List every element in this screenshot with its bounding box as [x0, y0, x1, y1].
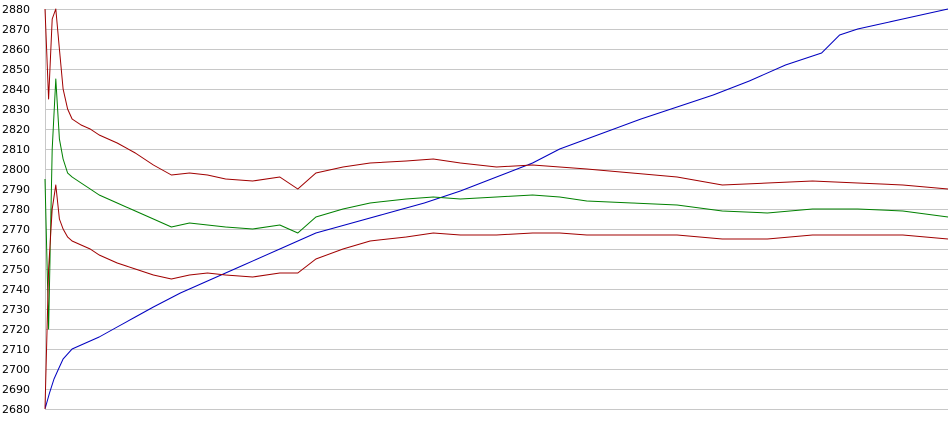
y-tick-label: 2770 [2, 223, 30, 236]
y-tick-label: 2850 [2, 63, 30, 76]
y-tick-label: 2710 [2, 343, 30, 356]
y-tick-label: 2740 [2, 283, 30, 296]
y-tick-label: 2780 [2, 203, 30, 216]
y-tick-label: 2720 [2, 323, 30, 336]
y-tick-label: 2840 [2, 83, 30, 96]
series-line-4 [44, 184, 949, 410]
y-tick-label: 2680 [2, 403, 30, 416]
y-tick-label: 2820 [2, 123, 30, 136]
series-line-1 [44, 8, 949, 410]
y-tick-labels: 2680 2690 2700 2710 2720 2730 2740 2750 2760 2770… [2, 3, 30, 416]
y-tick-label: 2750 [2, 263, 30, 276]
grid [45, 9, 948, 410]
y-tick-label: 2800 [2, 163, 30, 176]
y-tick-label: 2860 [2, 43, 30, 56]
y-tick-label: 2730 [2, 303, 30, 316]
y-tick-label: 2690 [2, 383, 30, 396]
y-tick-label: 2790 [2, 183, 30, 196]
y-tick-label: 2870 [2, 23, 30, 36]
y-tick-label: 2700 [2, 363, 30, 376]
y-tick-label: 2830 [2, 103, 30, 116]
series-line-3 [44, 78, 949, 330]
series-lines [44, 8, 949, 410]
y-tick-label: 2810 [2, 143, 30, 156]
y-tick-label: 2760 [2, 243, 30, 256]
series-line-2 [44, 8, 949, 190]
y-tick-label: 2880 [2, 3, 30, 16]
